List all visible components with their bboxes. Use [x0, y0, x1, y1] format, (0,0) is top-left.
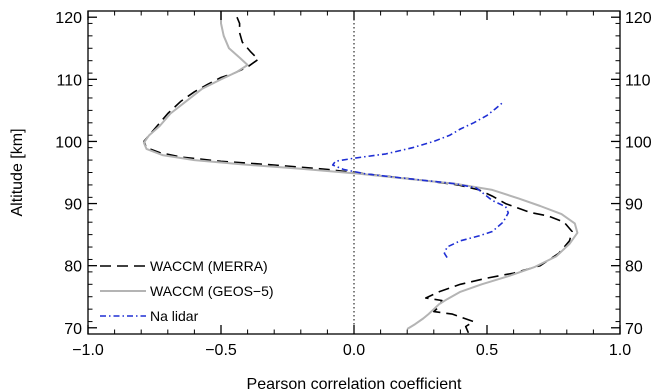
y-tick-label-right: 120: [625, 10, 652, 27]
ticks-layer: [87, 10, 621, 335]
x-tick-label: −1.0: [72, 342, 104, 359]
y-tick-label-left: 70: [64, 321, 82, 338]
series-layer: [142, 11, 579, 334]
x-tick-label: 0.0: [343, 342, 365, 359]
y-tick-label-left: 90: [64, 197, 82, 214]
series-line-3: [331, 101, 510, 259]
x-tick-label: 0.5: [476, 342, 498, 359]
y-tick-label-left: 120: [55, 10, 82, 27]
y-tick-label-left: 100: [55, 134, 82, 151]
x-tick-label: 1.0: [609, 342, 631, 359]
series-line-2: [142, 11, 579, 330]
y-tick-label-right: 90: [625, 197, 643, 214]
legend-label-1: WACCM (MERRA): [150, 258, 268, 274]
x-axis-title: Pearson correlation coefficient: [247, 376, 462, 392]
tick-labels-layer: −1.0 −0.5 0.0 0.5 1.0 70 70 80 80 90 90 100 100 110 11…: [55, 10, 652, 359]
y-tick-label-right: 110: [625, 72, 651, 89]
y-axis-title: Altitude [km]: [9, 128, 26, 216]
y-tick-label-left: 110: [56, 72, 82, 89]
y-tick-label-right: 100: [625, 134, 652, 151]
x-tick-label: −0.5: [205, 342, 237, 359]
y-tick-label-right: 70: [625, 321, 643, 338]
legend-label-2: WACCM (GEOS−5): [150, 283, 274, 299]
y-tick-label-right: 80: [625, 259, 643, 276]
legend: WACCM (MERRA) WACCM (GEOS−5) Na lidar: [100, 258, 274, 324]
legend-label-3: Na lidar: [150, 308, 199, 324]
y-tick-label-left: 80: [64, 259, 82, 276]
